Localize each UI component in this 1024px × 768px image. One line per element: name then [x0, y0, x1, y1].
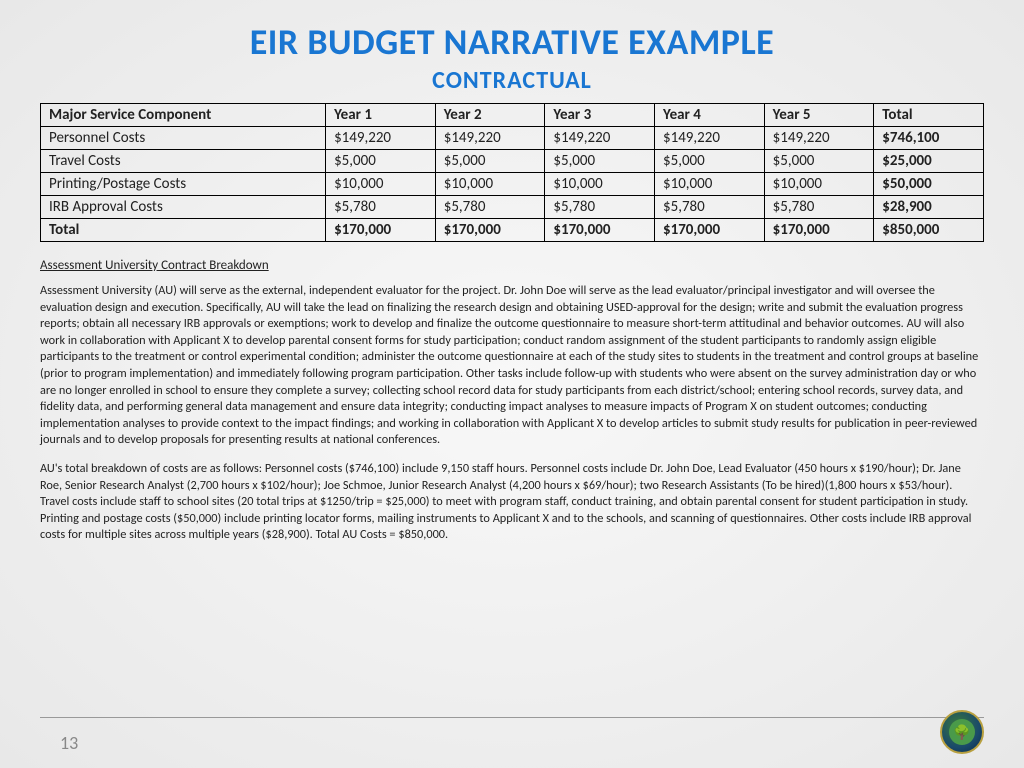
table-cell: $149,220: [545, 127, 655, 150]
th-year3: Year 3: [545, 104, 655, 127]
table-cell: Total: [41, 219, 326, 242]
main-title: EIR BUDGET NARRATIVE EXAMPLE: [40, 20, 984, 64]
table-cell: $170,000: [545, 219, 655, 242]
table-row: Total$170,000$170,000$170,000$170,000$17…: [41, 219, 984, 242]
table-cell: $10,000: [764, 173, 874, 196]
table-cell: $50,000: [874, 173, 984, 196]
th-year5: Year 5: [764, 104, 874, 127]
table-cell: $5,000: [545, 150, 655, 173]
table-cell: $149,220: [435, 127, 545, 150]
table-row: Printing/Postage Costs$10,000$10,000$10,…: [41, 173, 984, 196]
table-cell: $10,000: [326, 173, 436, 196]
table-cell: $746,100: [874, 127, 984, 150]
table-cell: $149,220: [655, 127, 765, 150]
table-cell: $170,000: [655, 219, 765, 242]
table-cell: IRB Approval Costs: [41, 196, 326, 219]
table-cell: Personnel Costs: [41, 127, 326, 150]
table-cell: $5,000: [435, 150, 545, 173]
table-cell: Printing/Postage Costs: [41, 173, 326, 196]
table-cell: $170,000: [435, 219, 545, 242]
slide-container: EIR BUDGET NARRATIVE EXAMPLE CONTRACTUAL…: [0, 0, 1024, 768]
page-number: 13: [60, 732, 78, 754]
table-cell: $25,000: [874, 150, 984, 173]
table-cell: $170,000: [764, 219, 874, 242]
seal-tree-icon: 🌳: [949, 719, 975, 745]
paragraph-2: AU's total breakdown of costs are as fol…: [40, 461, 984, 544]
table-cell: $5,780: [435, 196, 545, 219]
table-row: IRB Approval Costs$5,780$5,780$5,780$5,7…: [41, 196, 984, 219]
th-component: Major Service Component: [41, 104, 326, 127]
table-cell: $149,220: [326, 127, 436, 150]
table-cell: Travel Costs: [41, 150, 326, 173]
paragraph-1: Assessment University (AU) will serve as…: [40, 283, 984, 449]
budget-table: Major Service Component Year 1 Year 2 Ye…: [40, 103, 984, 242]
table-cell: $28,900: [874, 196, 984, 219]
table-row: Travel Costs$5,000$5,000$5,000$5,000$5,0…: [41, 150, 984, 173]
table-cell: $850,000: [874, 219, 984, 242]
table-header-row: Major Service Component Year 1 Year 2 Ye…: [41, 104, 984, 127]
th-total: Total: [874, 104, 984, 127]
table-cell: $5,780: [655, 196, 765, 219]
th-year1: Year 1: [326, 104, 436, 127]
table-cell: $5,780: [764, 196, 874, 219]
table-cell: $5,780: [326, 196, 436, 219]
footer: 13 🌳: [40, 710, 984, 754]
th-year4: Year 4: [655, 104, 765, 127]
table-cell: $10,000: [655, 173, 765, 196]
table-cell: $170,000: [326, 219, 436, 242]
table-cell: $5,000: [764, 150, 874, 173]
table-cell: $5,000: [326, 150, 436, 173]
seal-icon: 🌳: [940, 710, 984, 754]
subtitle: CONTRACTUAL: [40, 66, 984, 95]
table-row: Personnel Costs$149,220$149,220$149,220$…: [41, 127, 984, 150]
section-heading: Assessment University Contract Breakdown: [40, 258, 984, 273]
table-cell: $5,780: [545, 196, 655, 219]
th-year2: Year 2: [435, 104, 545, 127]
table-cell: $10,000: [435, 173, 545, 196]
table-cell: $5,000: [655, 150, 765, 173]
table-cell: $149,220: [764, 127, 874, 150]
table-cell: $10,000: [545, 173, 655, 196]
